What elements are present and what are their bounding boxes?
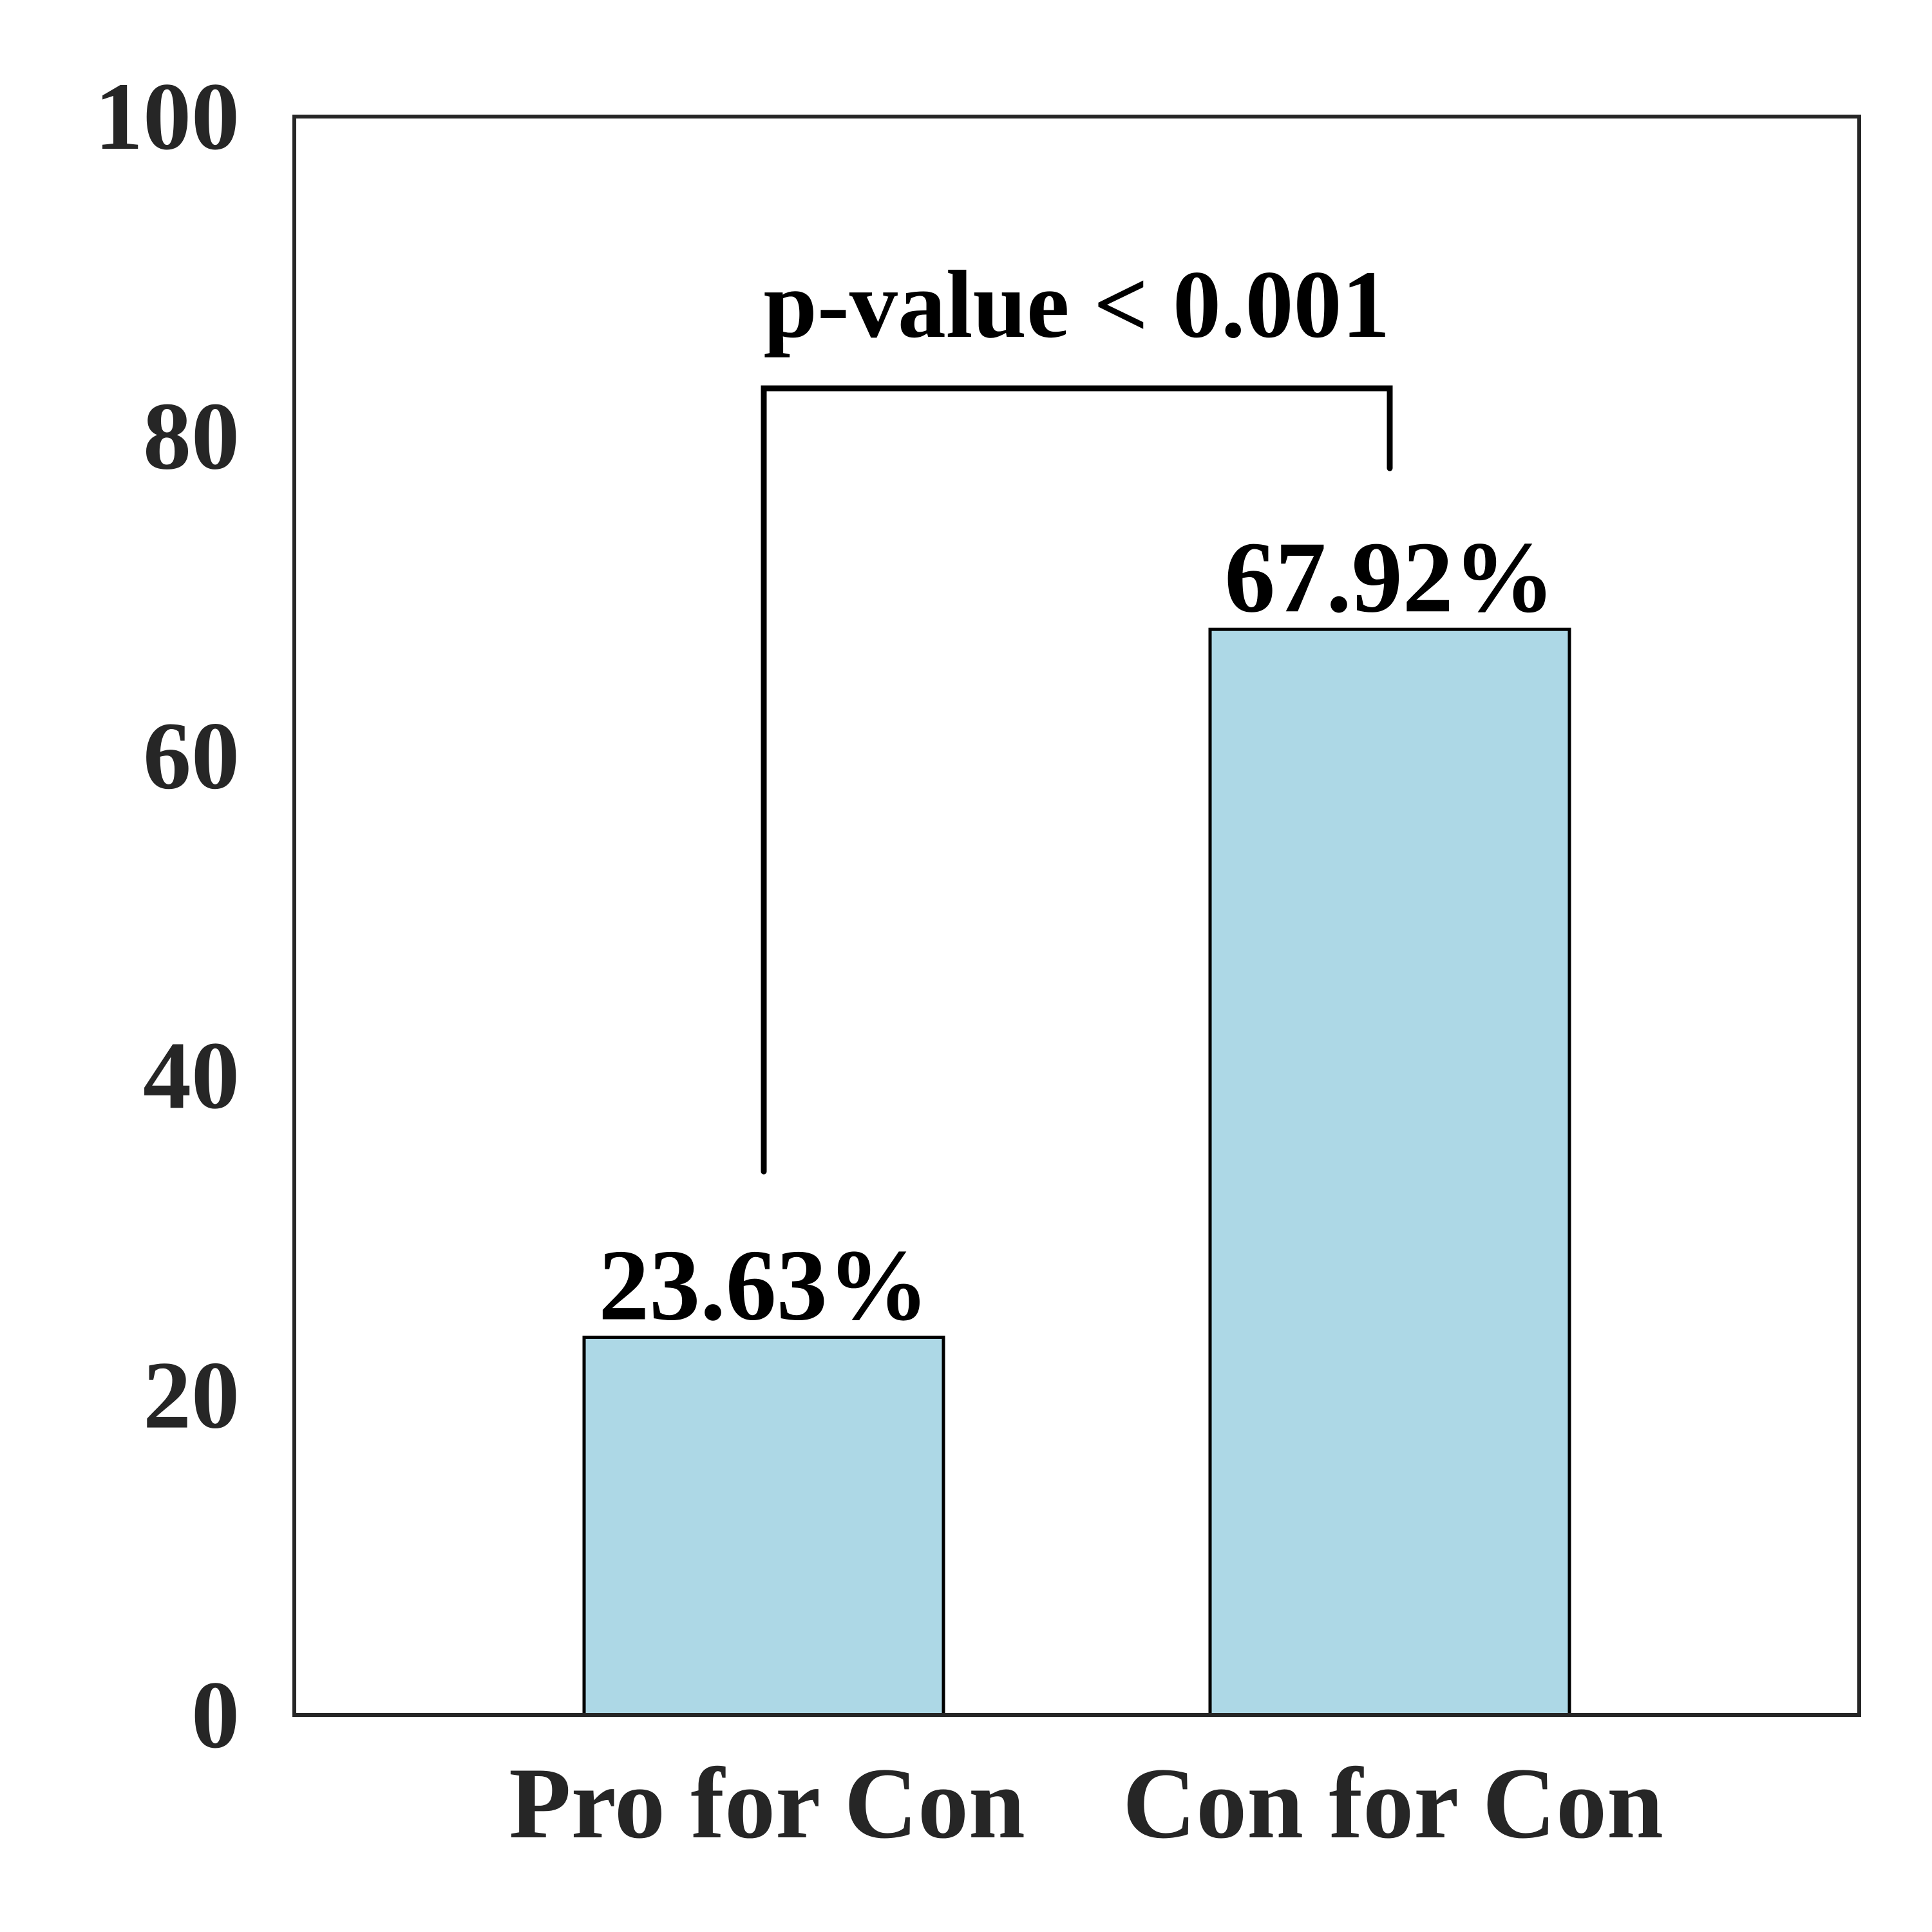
x-axis-ticks: Pro for Con Con for Con: [509, 1747, 1663, 1860]
bar-value-label: 67.92%: [1224, 521, 1555, 634]
p-value-annotation: p-value < 0.001: [763, 251, 1390, 358]
y-tick-label: 0: [191, 1662, 240, 1768]
bar-con-for-con: [1208, 627, 1571, 1717]
data-labels-group: 23.63% 67.92%: [598, 521, 1555, 1341]
x-tick-label: Con for Con: [1122, 1747, 1663, 1860]
y-tick-label: 100: [95, 63, 240, 170]
bracket-line: [761, 385, 1393, 1175]
y-tick-label: 20: [143, 1342, 240, 1449]
significance-bracket: [761, 385, 1393, 1175]
bars-group: [582, 627, 1571, 1717]
y-axis-ticks: 0 20 40 60 80 100: [95, 63, 240, 1768]
y-tick-label: 40: [143, 1022, 240, 1129]
x-tick-label: Pro for Con: [509, 1747, 1025, 1860]
bar-pro-for-con: [582, 1336, 945, 1717]
y-tick-label: 80: [143, 383, 240, 489]
bar-value-label: 23.63%: [598, 1229, 929, 1342]
y-tick-label: 60: [143, 703, 240, 810]
plot-frame: [292, 115, 1861, 1717]
